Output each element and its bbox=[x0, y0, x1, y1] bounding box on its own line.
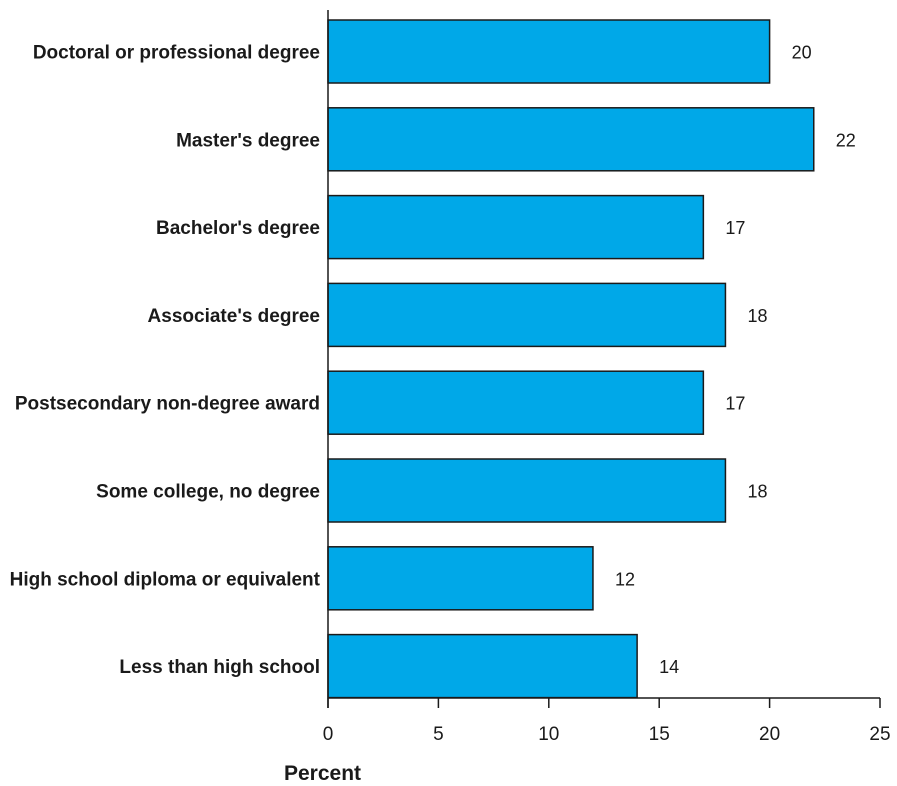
x-ticks-layer: 0 5 10 15 20 25 bbox=[323, 698, 891, 745]
bar-4 bbox=[327, 370, 705, 435]
category-label-4: Postsecondary non-degree award bbox=[15, 394, 320, 415]
value-label-6: 12 bbox=[615, 569, 635, 589]
category-label-2: Bachelor's degree bbox=[156, 218, 320, 239]
category-label-3: Associate's degree bbox=[148, 306, 320, 327]
bar-0 bbox=[327, 19, 771, 84]
value-label-7: 14 bbox=[659, 657, 679, 677]
value-label-5: 18 bbox=[747, 482, 767, 502]
x-tick-label-3: 15 bbox=[649, 724, 670, 745]
category-label-0: Doctoral or professional degree bbox=[33, 43, 320, 64]
x-tick-label-5: 25 bbox=[869, 724, 890, 745]
bar-5 bbox=[327, 458, 727, 523]
category-label-5: Some college, no degree bbox=[96, 482, 320, 503]
value-label-0: 20 bbox=[792, 43, 812, 63]
bars-layer: Doctoral or professional degree 20 Master'… bbox=[10, 19, 856, 699]
value-label-3: 18 bbox=[747, 306, 767, 326]
bar-3 bbox=[327, 282, 727, 348]
x-tick-label-4: 20 bbox=[759, 724, 780, 745]
category-label-6: High school diploma or equivalent bbox=[10, 569, 321, 590]
category-label-1: Master's degree bbox=[176, 130, 320, 151]
bar-6 bbox=[327, 546, 594, 611]
x-tick-label-0: 0 bbox=[323, 724, 334, 745]
value-label-4: 17 bbox=[725, 394, 745, 414]
category-label-7: Less than high school bbox=[119, 657, 320, 678]
bar-2 bbox=[327, 194, 705, 260]
bar-7 bbox=[327, 633, 638, 699]
x-axis-title: Percent bbox=[284, 762, 361, 785]
x-tick-label-1: 5 bbox=[433, 724, 444, 745]
bar-1 bbox=[327, 107, 815, 172]
value-label-2: 17 bbox=[725, 218, 745, 238]
value-label-1: 22 bbox=[836, 130, 856, 150]
x-tick-label-2: 10 bbox=[538, 724, 559, 745]
